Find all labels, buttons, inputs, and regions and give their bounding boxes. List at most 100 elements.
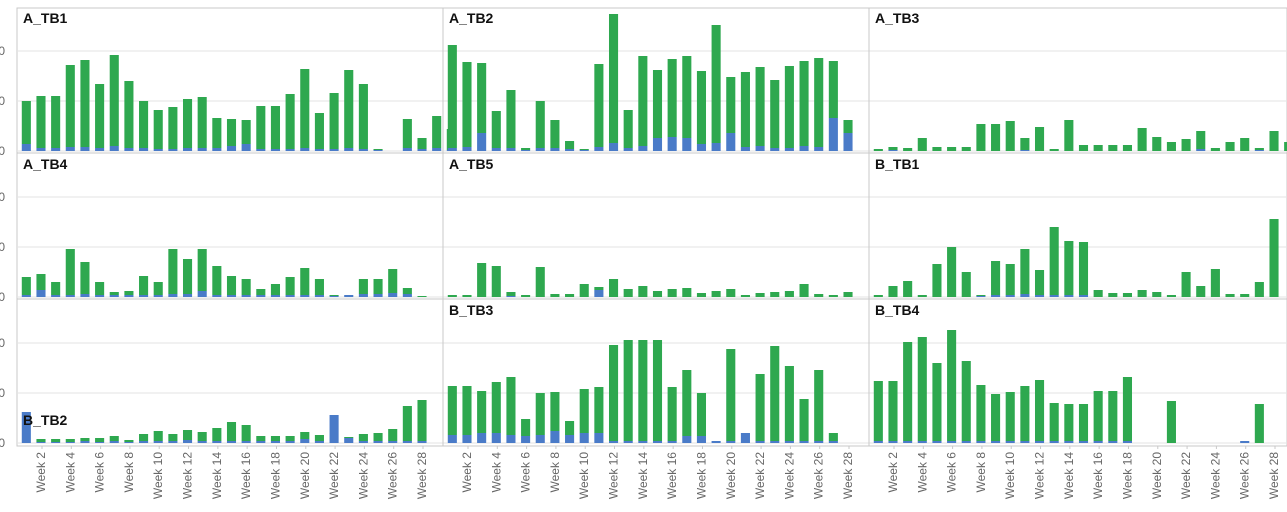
bar-blue-a_tb4-5 xyxy=(80,294,90,297)
bar-blue-b_tb2-23 xyxy=(344,438,354,443)
bar-green-a_tb5-21 xyxy=(740,295,750,297)
bar-blue-a_tb1-15 xyxy=(226,146,237,151)
bar-green-b_tb1-17 xyxy=(1108,293,1118,297)
bar-green-a_tb4-28 xyxy=(417,296,427,297)
bar-green-a_tb1-3 xyxy=(51,96,61,148)
bar-green-a_tb1-19 xyxy=(285,94,295,149)
bar-green-a_tb1-20 xyxy=(300,69,310,148)
bar-blue-a_tb4-9 xyxy=(139,295,149,297)
bar-blue-b_tb2-6 xyxy=(95,442,105,443)
bar-blue-a_tb2-7 xyxy=(535,148,545,151)
bar-green-a_tb3-9 xyxy=(991,124,1001,151)
bar-green-a_tb2-14 xyxy=(638,56,648,146)
bar-green-a_tb5-5 xyxy=(506,292,516,296)
bar-green-b_tb4-18 xyxy=(1122,377,1133,441)
bar-green-b_tb1-25 xyxy=(1225,294,1235,297)
bar-green-a_tb5-16 xyxy=(667,289,677,297)
bar-blue-a_tb3-23 xyxy=(1196,149,1206,151)
bar-blue-b_tb4-9 xyxy=(991,441,1001,443)
bar-green-b_tb3-7 xyxy=(535,393,545,435)
x-tick-label: Week 20 xyxy=(1150,452,1164,499)
bar-green-a_tb1-23 xyxy=(344,70,354,148)
bar-green-a_tb1-13 xyxy=(197,97,207,148)
bar-blue-a_tb2-26 xyxy=(814,147,824,151)
bar-green-a_tb2-23 xyxy=(770,80,780,148)
bar-green-a_tb5-11 xyxy=(594,287,604,290)
bar-blue-b_tb2-20 xyxy=(300,439,310,443)
bar-green-a_tb1-24 xyxy=(358,84,368,149)
x-tick-label: Week 12 xyxy=(607,452,621,499)
bar-green-a_tb3-10 xyxy=(1005,121,1015,151)
bar-green-a_tb1-17 xyxy=(256,106,266,149)
panel-title: A_TB4 xyxy=(23,156,68,172)
bar-green-b_tb1-24 xyxy=(1210,269,1220,297)
bar-green-a_tb4-17 xyxy=(256,289,266,295)
bar-green-b_tb2-11 xyxy=(168,434,178,441)
bar-green-a_tb5-6 xyxy=(521,295,531,297)
bar-green-b_tb2-6 xyxy=(95,438,105,442)
bar-green-b_tb1-16 xyxy=(1093,290,1103,297)
bar-blue-a_tb2-4 xyxy=(491,148,501,151)
bar-blue-a_tb1-22 xyxy=(329,149,339,151)
bar-blue-b_tb2-18 xyxy=(270,441,281,443)
bar-green-a_tb1-22 xyxy=(329,93,339,149)
bar-blue-a_tb2-3 xyxy=(477,133,487,151)
bar-blue-b_tb4-26 xyxy=(1240,441,1250,443)
panel-b_tb2: B_TB2 xyxy=(21,400,427,443)
bar-green-b_tb2-14 xyxy=(212,428,222,441)
x-tick-label: Week 8 xyxy=(122,452,136,493)
bar-green-b_tb3-15 xyxy=(652,340,663,441)
bar-blue-a_tb2-27 xyxy=(828,118,838,151)
bar-blue-b_tb2-26 xyxy=(388,441,398,443)
bar-green-a_tb2-24 xyxy=(784,66,794,148)
bar-green-a_tb1-7 xyxy=(109,55,119,146)
bar-green-b_tb2-2 xyxy=(36,439,46,442)
bar-green-a_tb3-3 xyxy=(903,148,913,151)
bar-green-b_tb3-23 xyxy=(770,346,780,441)
bar-green-b_tb1-23 xyxy=(1196,286,1206,297)
bar-green-b_tb3-16 xyxy=(667,387,677,441)
bar-green-a_tb5-9 xyxy=(565,294,575,297)
bar-green-a_tb5-10 xyxy=(579,284,589,297)
x-tick-label: Week 16 xyxy=(665,452,679,499)
bar-green-a_tb3-19 xyxy=(1137,128,1147,151)
bar-green-a_tb3-24 xyxy=(1210,148,1220,151)
bar-green-b_tb2-28 xyxy=(417,400,427,441)
bar-blue-b_tb4-15 xyxy=(1078,441,1089,443)
bar-blue-a_tb2-9 xyxy=(565,149,575,151)
bar-green-a_tb2-4 xyxy=(491,111,501,148)
bar-green-b_tb1-11 xyxy=(1020,249,1030,294)
bar-blue-b_tb3-23 xyxy=(770,441,780,443)
bar-blue-b_tb2-27 xyxy=(402,441,412,443)
bar-green-a_tb2-27 xyxy=(828,61,838,118)
bar-green-a_tb2-3 xyxy=(477,63,487,133)
bar-blue-b_tb3-20 xyxy=(726,441,736,443)
bar-green-b_tb2-19 xyxy=(285,436,295,441)
bar-green-a_tb3-14 xyxy=(1064,120,1074,151)
bar-green-b_tb3-22 xyxy=(755,374,765,441)
x-tick-label: Week 22 xyxy=(1179,452,1193,499)
bar-green-a_tb5-17 xyxy=(682,288,692,297)
bar-green-a_tb4-6 xyxy=(95,282,105,295)
bar-green-b_tb3-17 xyxy=(682,370,692,436)
x-tick-label: Week 14 xyxy=(636,452,650,499)
bar-green-a_tb3-28 xyxy=(1269,131,1279,151)
bar-green-a_tb5-25 xyxy=(799,284,809,297)
bar-green-a_tb2-7 xyxy=(535,101,545,148)
bar-blue-a_tb2-15 xyxy=(652,138,663,151)
panel-title: A_TB3 xyxy=(875,10,920,26)
bar-green-a_tb1-2 xyxy=(36,96,46,148)
bar-blue-a_tb2-20 xyxy=(726,133,736,151)
bar-green-a_tb4-22 xyxy=(329,295,339,296)
bar-blue-b_tb3-1 xyxy=(447,435,457,443)
bar-green-a_tb2-21 xyxy=(740,72,750,147)
bar-green-a_tb2-1 xyxy=(447,45,457,148)
bar-blue-b_tb3-25 xyxy=(799,441,809,443)
bar-green-a_tb5-3 xyxy=(477,263,487,297)
bar-green-b_tb4-11 xyxy=(1020,386,1030,441)
x-tick-label: Week 18 xyxy=(1120,452,1134,499)
bar-blue-b_tb4-1 xyxy=(873,441,883,443)
bar-blue-b_tb1-14 xyxy=(1064,295,1074,297)
bar-green-b_tb4-3 xyxy=(903,342,913,441)
bar-blue-b_tb3-5 xyxy=(506,435,516,443)
